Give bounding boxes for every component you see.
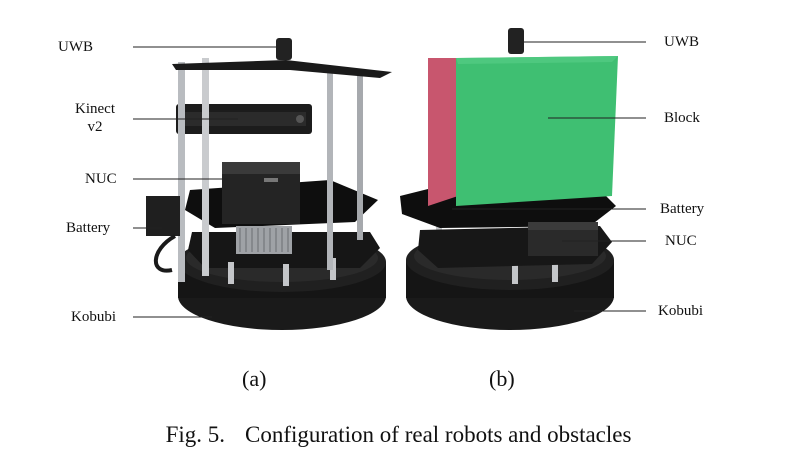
leader-lines <box>133 41 646 318</box>
figure-caption: Fig. 5. Configuration of real robots and … <box>0 421 797 449</box>
robot-a <box>146 38 392 330</box>
label-nuc-a: NUC <box>85 171 117 187</box>
caption-prefix: Fig. 5. <box>165 422 225 447</box>
label-kinect-line2: v2 <box>87 119 103 135</box>
robot-b <box>400 28 618 330</box>
caption-text: Configuration of real robots and obstacl… <box>245 422 632 447</box>
label-nuc-b: NUC <box>665 233 697 249</box>
sublabel-b: (b) <box>489 366 515 391</box>
label-uwb-b: UWB <box>664 34 699 50</box>
label-kinect-line1: Kinect <box>75 101 115 117</box>
label-battery-a: Battery <box>66 220 111 236</box>
label-block-b: Block <box>664 110 700 126</box>
label-kobubi-b: Kobubi <box>658 303 703 319</box>
label-battery-b: Battery <box>660 201 705 217</box>
sublabel-a: (a) <box>242 366 267 391</box>
label-kinect-a: Kinect v2 <box>62 100 128 136</box>
label-uwb-a: UWB <box>58 39 93 55</box>
label-kobubi-a: Kobubi <box>71 309 116 325</box>
